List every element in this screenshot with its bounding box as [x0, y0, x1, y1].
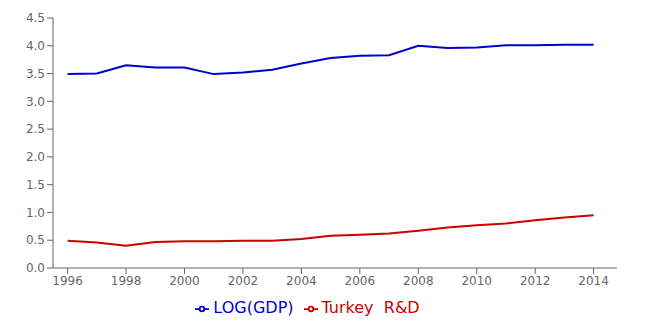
svg-text:2.0: 2.0: [26, 150, 45, 164]
svg-text:3.5: 3.5: [26, 67, 45, 81]
svg-text:2000: 2000: [169, 274, 200, 288]
svg-text:2014: 2014: [578, 274, 609, 288]
html-text:LOG(GDP): LOG(GDP): [213, 298, 294, 317]
svg-text:2010: 2010: [461, 274, 492, 288]
svg-text:2004: 2004: [286, 274, 317, 288]
svg-text:4.0: 4.0: [26, 39, 45, 53]
svg-text:2012: 2012: [520, 274, 551, 288]
svg-text:3.0: 3.0: [26, 95, 45, 109]
svg-text:1998: 1998: [111, 274, 142, 288]
svg-text:1.5: 1.5: [26, 178, 45, 192]
html-text:Turkey R&D: Turkey R&D: [321, 298, 420, 317]
svg-text:2008: 2008: [403, 274, 434, 288]
svg-text:2002: 2002: [228, 274, 259, 288]
svg-text:0.5: 0.5: [26, 233, 45, 247]
svg-text:1996: 1996: [52, 274, 83, 288]
svg-text:4.5: 4.5: [26, 11, 45, 25]
svg-text:0.0: 0.0: [26, 261, 45, 275]
svg-text:2006: 2006: [345, 274, 376, 288]
svg-text:2.5: 2.5: [26, 122, 45, 136]
svg-text:1.0: 1.0: [26, 206, 45, 220]
